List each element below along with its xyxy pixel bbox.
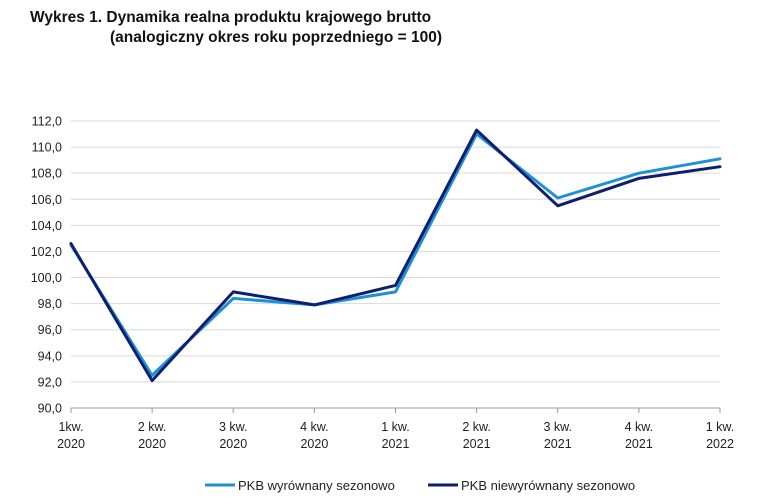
x-tick-label: 1kw. 2020	[57, 420, 85, 451]
series-lines	[69, 128, 722, 383]
legend: PKB wyrównany sezonowo PKB niewyrównany s…	[205, 478, 635, 493]
legend-label-2: PKB niewyrównany sezonowo	[461, 478, 635, 493]
x-tick-label: 4 kw. 2021	[625, 420, 654, 451]
y-tick-label: 96,0	[38, 323, 62, 337]
chart-title-line1: Wykres 1. Dynamika realna produktu krajo…	[30, 9, 432, 26]
y-tick-label: 108,0	[31, 167, 62, 181]
chart-title-line2: (analogiczny okres roku poprzedniego = 1…	[110, 29, 443, 46]
axes: 90,0 92,0 94,0 96,0 98,0 100,0 102,0 104,0 106,0…	[31, 115, 735, 452]
y-tick-label: 104,0	[31, 219, 62, 233]
series-line-1	[69, 132, 722, 377]
y-tick-label: 102,0	[31, 245, 62, 259]
x-tick-label: 1 kw. 2021	[381, 420, 410, 451]
y-tick-label: 110,0	[32, 141, 62, 155]
x-tick-label: 3 kw. 2020	[219, 420, 248, 451]
x-tick-label: 4 kw. 2020	[300, 420, 329, 451]
x-tick-label: 2 kw. 2020	[138, 420, 167, 451]
y-tick-label: 92,0	[38, 375, 62, 389]
y-tick-label: 98,0	[38, 297, 62, 311]
y-tick-label: 112,0	[32, 115, 62, 129]
y-tick-label: 90,0	[38, 402, 62, 416]
chart-title: Wykres 1. Dynamika realna produktu krajo…	[30, 8, 442, 48]
y-tick-label: 94,0	[38, 349, 62, 363]
x-tick-label: 2 kw. 2021	[462, 420, 491, 451]
legend-label-1: PKB wyrównany sezonowo	[238, 478, 395, 493]
series-line-2	[69, 128, 722, 383]
y-tick-label: 106,0	[31, 193, 62, 207]
x-tick-label: 1 kw. 2022	[706, 420, 735, 451]
gridlines	[71, 120, 720, 383]
x-tick-label: 3 kw. 2021	[544, 420, 573, 451]
y-tick-label: 100,0	[31, 271, 62, 285]
